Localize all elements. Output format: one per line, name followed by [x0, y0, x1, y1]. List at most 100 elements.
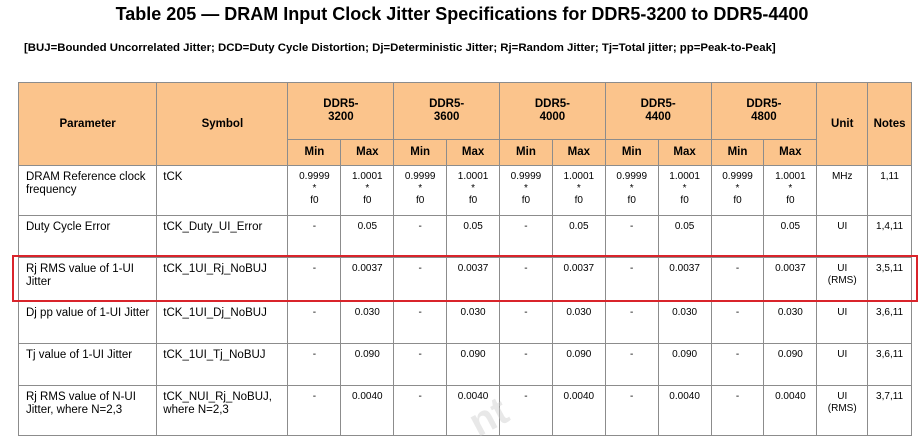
- header-max: Max: [340, 139, 395, 166]
- cell-min: [710, 215, 765, 258]
- table-row: Rj RMS value of N-UI Jitter, where N=2,3…: [17, 385, 912, 436]
- cell-max: 1.0001 * f0: [763, 165, 818, 216]
- row-notes: 3,6,11: [867, 301, 912, 344]
- header-speed-4800: DDR5- 4800: [710, 82, 818, 140]
- jitter-spec-table: Parameter Symbol DDR5- 3200 DDR5- 3600 D…: [17, 82, 912, 436]
- cell-min: -: [287, 215, 342, 258]
- cell-max: 1.0001 * f0: [340, 165, 395, 216]
- header-max: Max: [763, 139, 818, 166]
- header-max: Max: [551, 139, 606, 166]
- cell-min: -: [710, 257, 765, 302]
- row-parameter: Tj value of 1-UI Jitter: [17, 343, 158, 386]
- table-row: DRAM Reference clock frequency tCK 0.9999 …: [17, 165, 912, 216]
- cell-min: -: [499, 257, 553, 302]
- cell-max: 1.0001 * f0: [657, 165, 712, 216]
- cell-min: -: [710, 301, 765, 344]
- cell-min: -: [710, 385, 765, 436]
- cell-min: -: [393, 385, 448, 436]
- header-min: Min: [604, 139, 659, 166]
- cell-max: 0.0040: [657, 385, 712, 436]
- header-speed-4000: DDR5- 4000: [499, 82, 606, 140]
- cell-min: 0.9999 * f0: [604, 165, 659, 216]
- cell-max: 1.0001 * f0: [446, 165, 501, 216]
- cell-max: 0.090: [551, 343, 606, 386]
- cell-max: 0.0037: [340, 257, 395, 302]
- cell-max: 0.090: [657, 343, 712, 386]
- cell-min: -: [604, 385, 659, 436]
- row-parameter: Rj RMS value of N-UI Jitter, where N=2,3: [17, 385, 158, 436]
- cell-max: 0.05: [551, 215, 606, 258]
- cell-max: 0.030: [657, 301, 712, 344]
- header-row-speeds: Parameter Symbol DDR5- 3200 DDR5- 3600 D…: [17, 82, 912, 166]
- cell-min: 0.9999 * f0: [287, 165, 342, 216]
- cell-min: -: [499, 301, 553, 344]
- row-unit: UI: [816, 343, 869, 386]
- header-min: Min: [393, 139, 448, 166]
- cell-max: 1.0001 * f0: [551, 165, 606, 216]
- table-row: Rj RMS value of 1-UI Jitter tCK_1UI_Rj_No…: [17, 257, 912, 302]
- table-row: Dj pp value of 1-UI Jitter tCK_1UI_Dj_NoB…: [17, 301, 912, 344]
- row-unit: UI: [816, 301, 869, 344]
- cell-max: 0.05: [763, 215, 818, 258]
- header-min: Min: [287, 139, 342, 166]
- cell-min: 0.9999 * f0: [499, 165, 553, 216]
- cell-min: -: [287, 301, 342, 344]
- cell-max: 0.0040: [763, 385, 818, 436]
- header-row-minmax: Min Max Min Max Min Max Min Max Min Max: [19, 139, 912, 166]
- row-parameter: DRAM Reference clock frequency: [17, 165, 158, 216]
- cell-min: -: [499, 343, 553, 386]
- row-parameter: Dj pp value of 1-UI Jitter: [17, 301, 158, 344]
- cell-min: -: [287, 257, 342, 302]
- header-speed-4400: DDR5- 4400: [604, 82, 712, 140]
- row-unit: UI (RMS): [816, 385, 869, 436]
- row-parameter: Rj RMS value of 1-UI Jitter: [17, 257, 158, 302]
- cell-max: 0.0037: [446, 257, 501, 302]
- cell-max: 0.030: [340, 301, 395, 344]
- table-title: Table 205 — DRAM Input Clock Jitter Spec…: [115, 4, 809, 24]
- cell-max: 0.030: [551, 301, 606, 344]
- row-unit: UI: [816, 215, 869, 258]
- row-symbol: tCK_1UI_Tj_NoBUJ: [156, 343, 289, 386]
- cell-max: 0.05: [340, 215, 395, 258]
- header-symbol: Symbol: [156, 82, 289, 166]
- cell-max: 0.090: [763, 343, 818, 386]
- cell-max: 0.0037: [551, 257, 606, 302]
- row-symbol: tCK_1UI_Dj_NoBUJ: [156, 301, 289, 344]
- header-unit: Unit: [816, 82, 869, 166]
- cell-max: 0.090: [446, 343, 501, 386]
- cell-min: -: [393, 215, 448, 258]
- cell-min: 0.9999 * f0: [393, 165, 448, 216]
- cell-min: -: [393, 257, 448, 302]
- header-max: Max: [657, 139, 712, 166]
- cell-max: 0.030: [763, 301, 818, 344]
- cell-min: -: [499, 385, 553, 436]
- cell-max: 0.030: [446, 301, 501, 344]
- table-row: Tj value of 1-UI Jitter tCK_1UI_Tj_NoBUJ -…: [17, 343, 912, 386]
- header-min: Min: [710, 139, 765, 166]
- cell-min: -: [287, 385, 342, 436]
- cell-max: 0.0037: [763, 257, 818, 302]
- row-symbol: tCK_Duty_UI_Error: [156, 215, 289, 258]
- cell-max: 0.0037: [657, 257, 712, 302]
- cell-max: 0.05: [446, 215, 501, 258]
- row-notes: 3,5,11: [867, 257, 912, 302]
- cell-max: 0.05: [657, 215, 712, 258]
- cell-max: 0.0040: [340, 385, 395, 436]
- abbreviation-legend: [BUJ=Bounded Uncorrelated Jitter; DCD=Du…: [24, 42, 776, 54]
- cell-min: -: [604, 215, 659, 258]
- cell-max: 0.0040: [551, 385, 606, 436]
- row-notes: 3,7,11: [867, 385, 912, 436]
- row-symbol: tCK: [156, 165, 289, 216]
- cell-min: 0.9999 * f0: [710, 165, 765, 216]
- row-symbol: tCK_NUI_Rj_NoBUJ, where N=2,3: [156, 385, 289, 436]
- row-parameter: Duty Cycle Error: [17, 215, 158, 258]
- row-unit: UI (RMS): [816, 257, 869, 302]
- row-notes: 3,6,11: [867, 343, 912, 386]
- header-parameter: Parameter: [17, 82, 158, 166]
- row-symbol: tCK_1UI_Rj_NoBUJ: [156, 257, 289, 302]
- cell-min: -: [604, 343, 659, 386]
- header-notes: Notes: [867, 82, 912, 166]
- header-speed-3200: DDR5- 3200: [287, 82, 395, 140]
- cell-min: -: [393, 301, 448, 344]
- header-max: Max: [446, 139, 501, 166]
